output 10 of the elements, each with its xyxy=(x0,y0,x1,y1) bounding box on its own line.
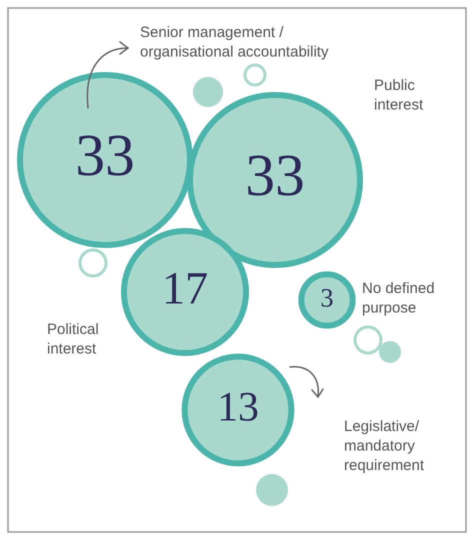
category-label: Public interest xyxy=(374,77,424,114)
data-label: 17 xyxy=(162,262,208,314)
category-label: Senior management / organisational accountability xyxy=(140,24,329,60)
data-label: 13 xyxy=(217,384,259,430)
data-label: 33 xyxy=(75,122,135,188)
data-label: 3 xyxy=(320,284,334,313)
data-label: 33 xyxy=(245,142,305,208)
category-label: Political interest xyxy=(47,321,99,358)
category-label: Legislative/ mandatory requirement xyxy=(344,418,425,474)
category-label: No defined purpose xyxy=(362,280,435,316)
